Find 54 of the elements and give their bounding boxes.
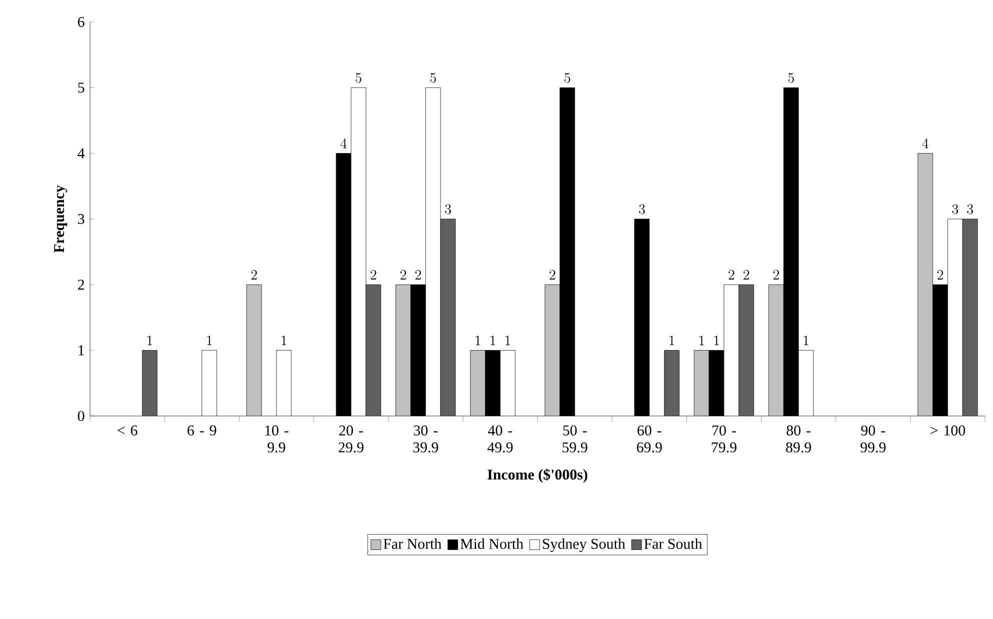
x-tick-label: 50 - 59.9 — [562, 425, 588, 453]
data-label: 3 — [445, 204, 451, 214]
x-tick-label: > 100 — [930, 425, 966, 436]
y-tick-label: 1 — [78, 345, 84, 356]
data-label: 4 — [340, 138, 347, 148]
data-label: 1 — [670, 336, 674, 346]
data-label: 1 — [699, 336, 704, 346]
y-axis-title: Frequency — [54, 185, 68, 253]
data-label: 5 — [430, 72, 436, 83]
y-tick-label: 0 — [78, 410, 84, 422]
x-tick-label: < 6 — [118, 425, 138, 436]
data-label: 2 — [773, 270, 779, 280]
data-label: 5 — [788, 72, 794, 83]
data-label: 2 — [744, 270, 750, 280]
data-label: 1 — [505, 336, 510, 346]
data-label: 1 — [147, 336, 152, 346]
data-label: 3 — [639, 204, 645, 214]
data-label: 3 — [967, 204, 973, 214]
x-tick-label: 60 - 69.9 — [636, 425, 662, 453]
legend-label: Far North — [384, 538, 442, 549]
y-tick-label: 6 — [78, 16, 84, 28]
x-tick-label: 6 - 9 — [188, 425, 216, 436]
x-tick-label: 70 - 79.9 — [712, 425, 736, 453]
data-label: 3 — [952, 204, 958, 214]
legend-label: Sydney South — [542, 538, 626, 552]
data-label: 2 — [550, 270, 556, 280]
data-label: 2 — [937, 270, 944, 280]
x-tick-label: 90 - 99.9 — [860, 425, 886, 453]
data-label: 2 — [400, 270, 406, 280]
legend-label: Mid North — [460, 538, 524, 549]
data-label: 4 — [922, 138, 928, 148]
legend-label: Far South — [644, 538, 702, 549]
data-label: 2 — [251, 270, 257, 280]
data-label: 1 — [804, 336, 808, 346]
data-label: 2 — [728, 270, 734, 280]
x-axis-title: Income ($'000s) — [488, 468, 588, 483]
y-tick-label: 2 — [78, 280, 84, 290]
x-tick-label: 80 - 89.9 — [786, 425, 812, 453]
y-tick-label: 5 — [78, 82, 84, 93]
x-tick-label: 10 - 9.9 — [265, 425, 288, 453]
data-label: 1 — [714, 336, 719, 346]
data-label: 2 — [370, 270, 376, 280]
y-tick-label: 3 — [78, 214, 84, 224]
data-label: 1 — [476, 336, 480, 346]
x-tick-label: 40 - 49.9 — [487, 425, 513, 453]
y-tick-label: 4 — [78, 148, 85, 158]
data-label: 1 — [282, 336, 286, 346]
data-label: 1 — [490, 336, 496, 346]
data-label: 2 — [415, 270, 421, 280]
data-label: 5 — [356, 72, 362, 83]
x-tick-label: 20 - 29.9 — [338, 425, 364, 453]
x-tick-label: 30 - 39.9 — [413, 425, 438, 453]
data-label: 5 — [564, 72, 570, 83]
data-label: 1 — [207, 336, 212, 346]
